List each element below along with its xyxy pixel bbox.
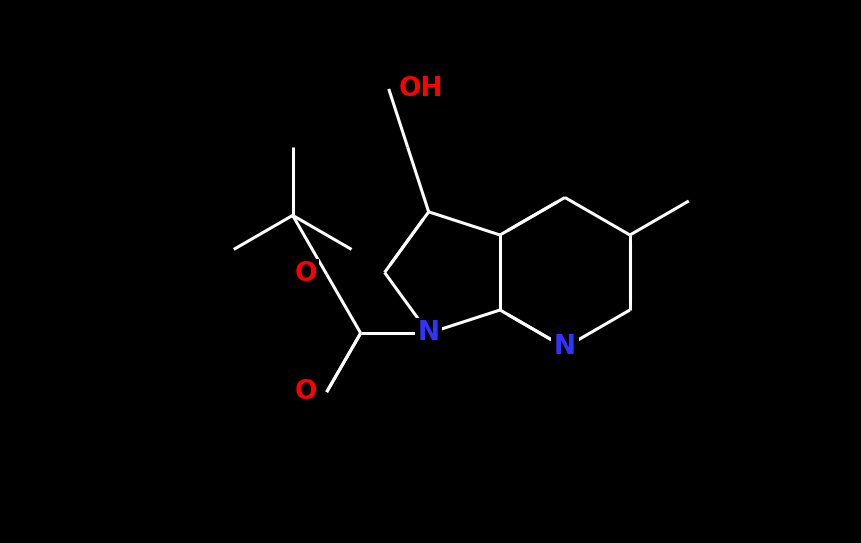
Text: N: N <box>554 334 576 361</box>
Text: O: O <box>294 261 317 287</box>
Text: OH: OH <box>399 76 443 102</box>
Text: O: O <box>294 379 317 405</box>
Text: N: N <box>418 320 440 346</box>
